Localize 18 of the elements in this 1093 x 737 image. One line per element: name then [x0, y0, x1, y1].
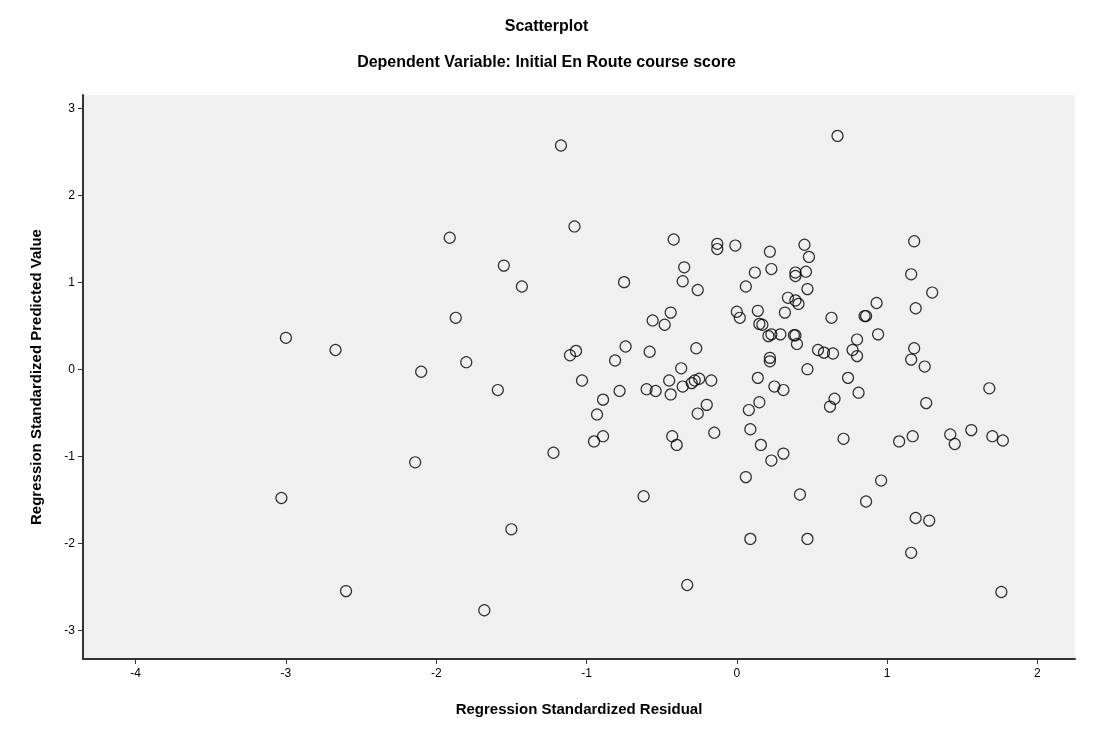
chart-title: Scatterplot: [504, 16, 589, 34]
chart-subtitle: Dependent Variable: Initial En Route course score: [357, 52, 736, 70]
y-tick-label: -1: [64, 449, 76, 464]
x-tick-label: 2: [1034, 666, 1042, 680]
x-tick-label: -1: [581, 666, 593, 680]
x-tick-label: -3: [280, 666, 292, 680]
x-tick-label: -2: [430, 666, 442, 680]
y-tick-label: 0: [68, 362, 76, 377]
y-axis-title: Regression Standardized Predicted Value: [27, 229, 44, 525]
y-tick-label: 2: [68, 188, 76, 203]
x-tick-label: 1: [883, 666, 891, 680]
y-tick-label: 3: [68, 101, 76, 116]
y-tick-label: -2: [64, 536, 76, 551]
y-tick-label: 1: [68, 275, 76, 290]
y-tick-label: -3: [64, 623, 76, 638]
x-axis-title: Regression Standardized Residual: [455, 700, 703, 717]
x-tick-label: -4: [130, 666, 142, 680]
x-tick-label: 0: [733, 666, 741, 680]
